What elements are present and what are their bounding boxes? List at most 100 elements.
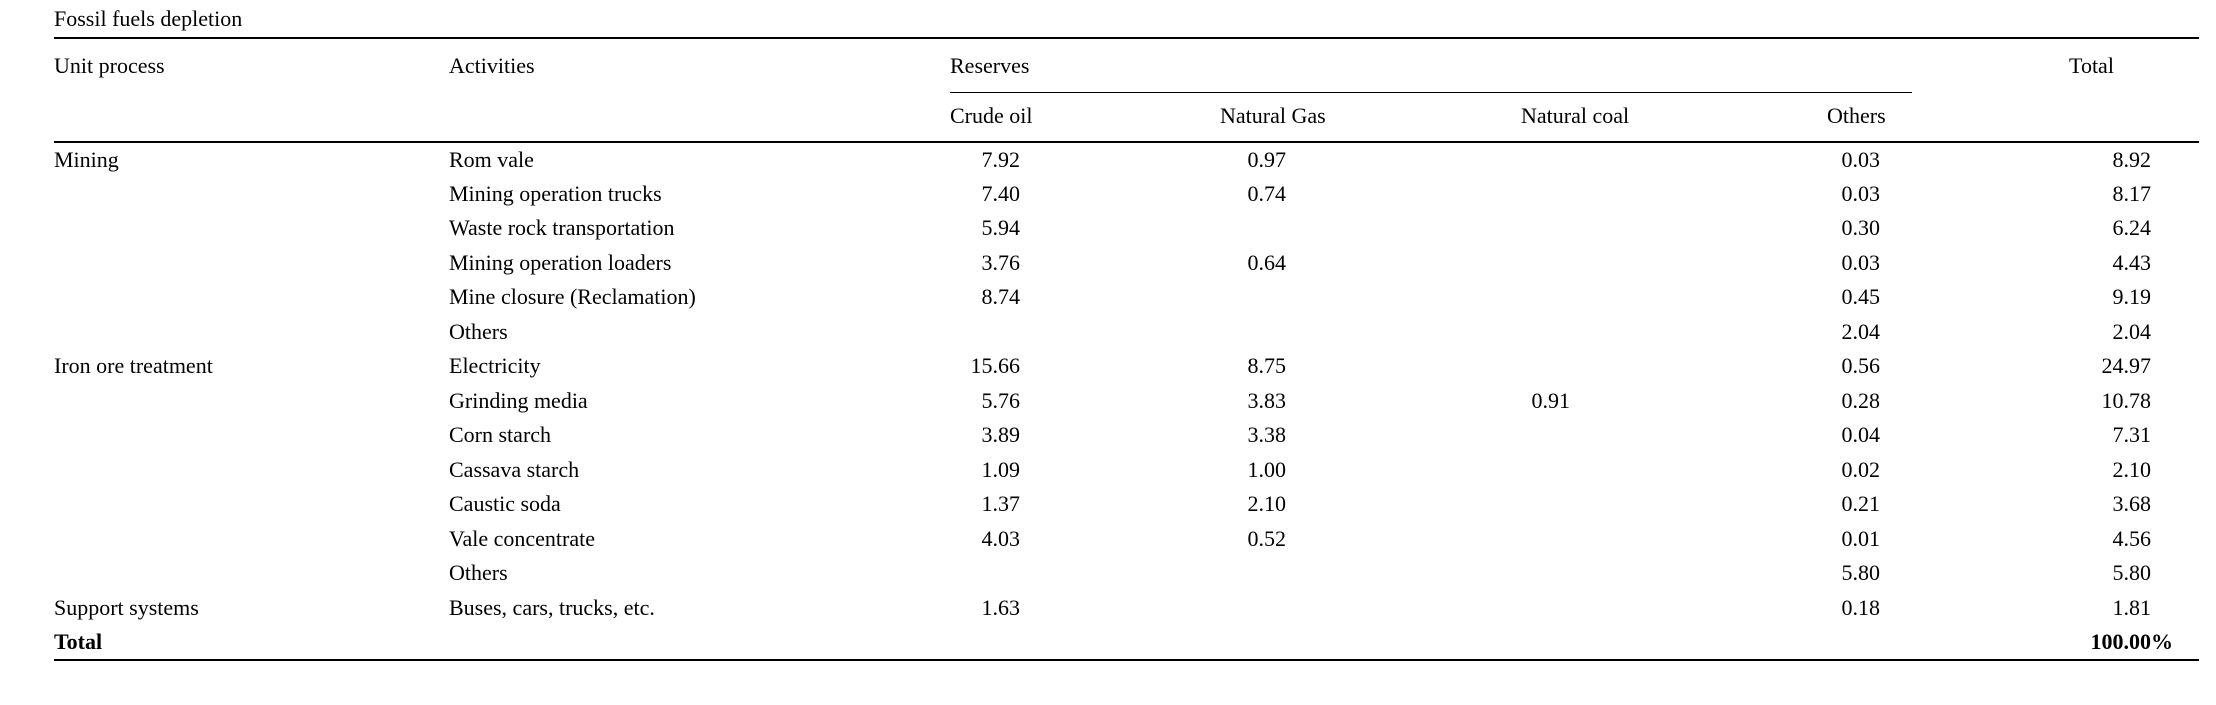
cell-crude-oil: 15.66: [970, 353, 1021, 379]
table-row: Caustic soda 1.37 2.10 0.21 3.68: [54, 487, 2199, 522]
cell-natural-gas: 0.64: [1247, 249, 1287, 275]
table-row: Corn starch 3.89 3.38 0.04 7.31: [54, 418, 2199, 453]
cell-natural-coal: [1521, 487, 1827, 522]
column-header-reserves: Reserves: [950, 38, 2069, 93]
cell-others: 5.80: [1841, 560, 1881, 586]
cell-unit-process: [54, 315, 449, 350]
cell-natural-coal: [1521, 418, 1827, 453]
cell-unit-process: [54, 384, 449, 419]
table-row: Vale concentrate 4.03 0.52 0.01 4.56: [54, 522, 2199, 557]
cell-activity: Mine closure (Reclamation): [449, 284, 696, 310]
cell-crude-oil: 5.94: [981, 215, 1021, 241]
cell-others: 2.04: [1841, 318, 1881, 344]
cell-crude-oil: 8.74: [981, 284, 1021, 310]
cell-unit-process: [54, 177, 449, 212]
data-table: Unit process Activities Reserves Total C…: [54, 37, 2200, 661]
cell-crude-oil: 1.63: [981, 594, 1021, 620]
cell-activity: Others: [449, 318, 508, 344]
cell-total: 7.31: [2112, 422, 2152, 448]
table-footer: Total 100.00%: [54, 625, 2199, 660]
cell-others: 0.03: [1841, 146, 1881, 172]
footer-total-label: Total: [54, 628, 103, 654]
cell-total: 2.04: [2112, 318, 2152, 344]
column-subheader-natural-coal: Natural coal: [1521, 93, 1827, 143]
cell-others: 0.04: [1841, 422, 1881, 448]
cell-activity: Cassava starch: [449, 456, 580, 482]
cell-total: 24.97: [2101, 353, 2152, 379]
cell-others: 0.18: [1841, 594, 1881, 620]
cell-natural-gas: 3.38: [1247, 422, 1287, 448]
cell-activity: Others: [449, 560, 508, 586]
table-row: Mining Rom vale 7.92 0.97 0.03 8.92: [54, 142, 2199, 177]
cell-unit-process: Support systems: [54, 594, 199, 620]
cell-crude-oil: [950, 556, 1220, 591]
cell-total: 1.81: [2112, 594, 2152, 620]
cell-natural-coal: [1521, 556, 1827, 591]
cell-natural-gas: [1220, 591, 1521, 626]
cell-total: 4.43: [2112, 249, 2152, 275]
cell-unit-process: [54, 418, 449, 453]
cell-unit-process: [54, 453, 449, 488]
table-header-row: Unit process Activities Reserves Total: [54, 38, 2200, 143]
cell-natural-coal: 0.91: [1531, 387, 1571, 413]
cell-natural-coal: [1521, 142, 1827, 177]
cell-natural-gas: 3.83: [1247, 387, 1287, 413]
cell-crude-oil: [950, 315, 1220, 350]
cell-activity: Electricity: [449, 353, 541, 379]
column-header-activities: Activities: [449, 38, 950, 143]
cell-others: 0.56: [1841, 353, 1881, 379]
cell-activity: Buses, cars, trucks, etc.: [449, 594, 655, 620]
cell-others: 0.28: [1841, 387, 1881, 413]
table-caption: Fossil fuels depletion: [54, 6, 243, 31]
cell-unit-process: Iron ore treatment: [54, 353, 213, 379]
table-body: Mining Rom vale 7.92 0.97 0.03 8.92 Mining ope…: [54, 142, 2199, 625]
cell-natural-gas: [1220, 556, 1521, 591]
cell-natural-gas: 1.00: [1247, 456, 1287, 482]
column-subheader-others: Others: [1827, 93, 2070, 143]
cell-others: 0.02: [1841, 456, 1881, 482]
table-row: Grinding media 5.76 3.83 0.91 0.28 10.78: [54, 384, 2199, 419]
cell-natural-gas: 0.97: [1247, 146, 1287, 172]
cell-unit-process: [54, 487, 449, 522]
cell-total: 10.78: [2101, 387, 2152, 413]
column-header-total: Total: [2069, 38, 2200, 143]
cell-natural-coal: [1521, 280, 1827, 315]
cell-natural-gas: 2.10: [1247, 491, 1287, 517]
cell-crude-oil: 3.89: [981, 422, 1021, 448]
cell-total: 4.56: [2112, 525, 2152, 551]
cell-crude-oil: 7.40: [981, 180, 1021, 206]
footer-total-value: 100.00%: [2090, 628, 2174, 654]
cell-unit-process: [54, 246, 449, 281]
cell-natural-coal: [1521, 177, 1827, 212]
cell-crude-oil: 4.03: [981, 525, 1021, 551]
table-row: Mine closure (Reclamation) 8.74 0.45 9.19: [54, 280, 2199, 315]
cell-crude-oil: 3.76: [981, 249, 1021, 275]
cell-natural-gas: 0.52: [1247, 525, 1287, 551]
cell-others: 0.30: [1841, 215, 1881, 241]
cell-unit-process: [54, 522, 449, 557]
cell-total: 5.80: [2112, 560, 2152, 586]
cell-others: 0.03: [1841, 249, 1881, 275]
cell-natural-gas: [1220, 211, 1521, 246]
column-subheader-natural-gas: Natural Gas: [1220, 93, 1521, 143]
cell-natural-coal: [1521, 453, 1827, 488]
cell-crude-oil: 1.09: [981, 456, 1021, 482]
table-footer-row: Total 100.00%: [54, 625, 2199, 660]
cell-natural-coal: [1521, 211, 1827, 246]
cell-unit-process: Mining: [54, 146, 119, 172]
cell-total: 9.19: [2112, 284, 2152, 310]
table-row: Cassava starch 1.09 1.00 0.02 2.10: [54, 453, 2199, 488]
cell-others: 0.03: [1841, 180, 1881, 206]
cell-natural-gas: 0.74: [1247, 180, 1287, 206]
cell-total: 8.92: [2112, 146, 2152, 172]
cell-total: 3.68: [2112, 491, 2152, 517]
cell-crude-oil: 5.76: [981, 387, 1021, 413]
table-row: Waste rock transportation 5.94 0.30 6.24: [54, 211, 2199, 246]
cell-natural-coal: [1521, 315, 1827, 350]
cell-unit-process: [54, 280, 449, 315]
cell-activity: Corn starch: [449, 422, 552, 448]
cell-crude-oil: 1.37: [981, 491, 1021, 517]
cell-others: 0.01: [1841, 525, 1881, 551]
column-header-unit-process: Unit process: [54, 38, 449, 143]
